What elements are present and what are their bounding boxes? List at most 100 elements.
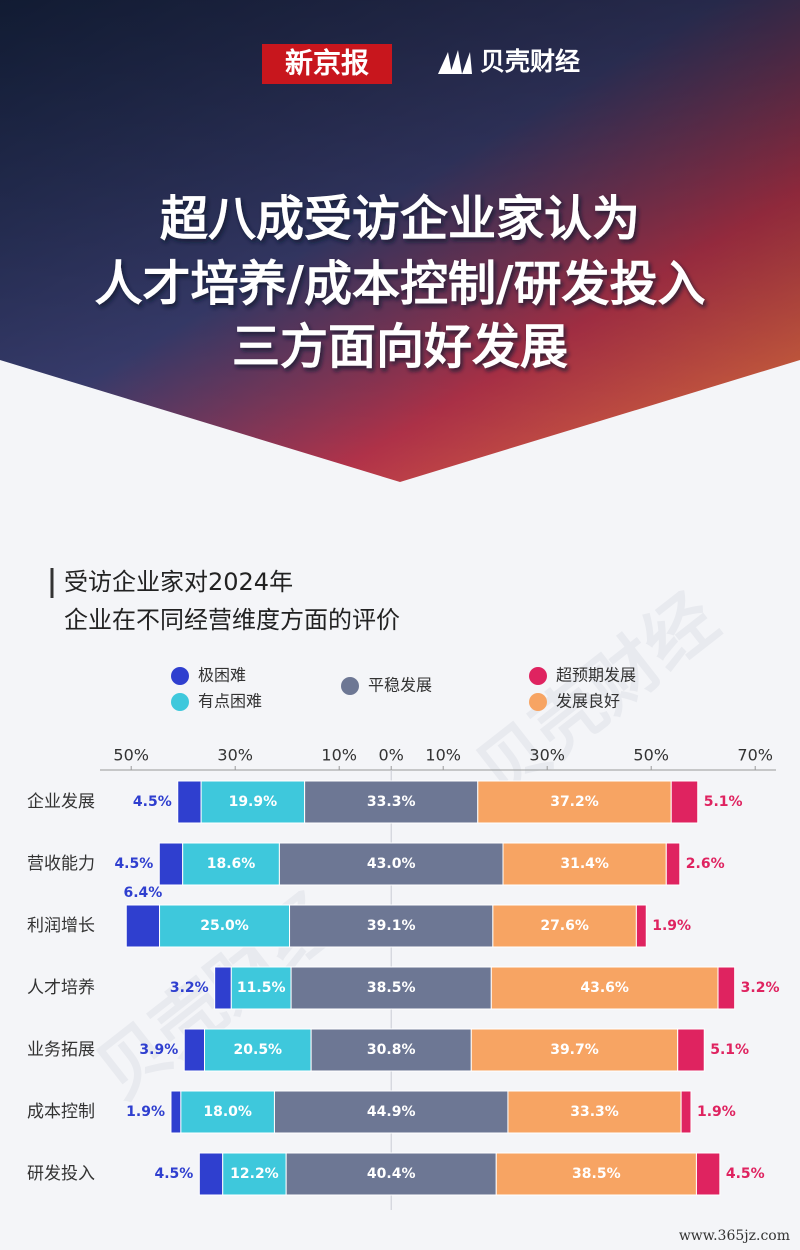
value-label: 43.0%	[367, 856, 416, 872]
bar-segment	[495, 1152, 697, 1196]
x-tick-label: 30%	[529, 746, 565, 765]
value-label: 18.0%	[203, 1104, 252, 1120]
bar-segment	[677, 1028, 705, 1072]
category-label: 成本控制	[27, 1102, 95, 1122]
bar-segment	[230, 966, 292, 1010]
bar-segment	[159, 904, 291, 948]
value-label: 11.5%	[237, 980, 286, 996]
value-label: 44.9%	[367, 1104, 416, 1120]
bar-segment	[170, 1090, 182, 1134]
bar-segment	[158, 842, 184, 886]
logo-box	[262, 44, 392, 84]
bar-segment	[717, 966, 736, 1010]
bar-segment	[200, 780, 306, 824]
bar-segment	[273, 1090, 509, 1134]
logo-icon	[438, 50, 472, 74]
chart-title: 受访企业家对2024年	[64, 568, 293, 596]
value-label: 12.2%	[230, 1166, 279, 1182]
bar-segment	[289, 904, 494, 948]
bar-segment	[183, 1028, 206, 1072]
value-label: 3.2%	[170, 980, 209, 996]
value-label: 6.4%	[123, 885, 162, 901]
header-shade	[0, 0, 800, 482]
bar-segment	[490, 966, 719, 1010]
value-label: 38.5%	[572, 1166, 621, 1182]
headline: 三方面向好发展	[232, 319, 568, 375]
bar-segment	[198, 1152, 224, 1196]
value-label: 4.5%	[154, 1166, 193, 1182]
legend-marker	[171, 667, 189, 685]
bar-segment	[670, 780, 699, 824]
value-label: 40.4%	[367, 1166, 416, 1182]
x-tick-label: 50%	[113, 746, 149, 765]
bar-segment	[635, 904, 647, 948]
legend-marker	[529, 667, 547, 685]
category-label: 人才培养	[27, 978, 95, 998]
value-label: 19.9%	[229, 794, 278, 810]
value-label: 25.0%	[200, 918, 249, 934]
value-label: 4.5%	[133, 794, 172, 810]
value-label: 33.3%	[570, 1104, 619, 1120]
value-label: 2.6%	[686, 856, 725, 872]
x-tick-label: 10%	[425, 746, 461, 765]
value-label: 30.8%	[367, 1042, 416, 1058]
value-label: 31.4%	[560, 856, 609, 872]
legend-marker	[341, 677, 359, 695]
bar-segment	[680, 1090, 692, 1134]
footer: www.365jz.com	[679, 1228, 790, 1244]
bar-segment	[290, 966, 492, 1010]
bar-segment	[470, 1028, 679, 1072]
bar-segment	[502, 842, 667, 886]
headline: 超八成受访企业家认为	[160, 191, 640, 247]
value-label: 3.9%	[139, 1042, 178, 1058]
value-label: 39.7%	[550, 1042, 599, 1058]
logo: 新京报	[285, 47, 369, 80]
legend-marker	[171, 693, 189, 711]
bar-segment	[665, 842, 681, 886]
x-tick-label: 0%	[379, 746, 404, 765]
value-label: 39.1%	[367, 918, 416, 934]
value-label: 1.9%	[126, 1104, 165, 1120]
bar-segment	[214, 966, 232, 1010]
legend-label: 平稳发展	[368, 676, 432, 695]
value-label: 3.2%	[741, 980, 780, 996]
value-label: 27.6%	[540, 918, 589, 934]
logo: 贝壳财经	[480, 47, 580, 76]
bar-segment	[204, 1028, 312, 1072]
value-label: 1.9%	[652, 918, 691, 934]
value-label: 5.1%	[710, 1042, 749, 1058]
bar-segment	[177, 780, 202, 824]
value-label: 43.6%	[580, 980, 629, 996]
bar-segment	[695, 1152, 721, 1196]
x-tick-label: 30%	[217, 746, 253, 765]
category-label: 营收能力	[27, 854, 95, 874]
bar-segment	[180, 1090, 275, 1134]
category-label: 研发投入	[27, 1164, 95, 1184]
bar-segment	[310, 1028, 472, 1072]
x-tick-label: 50%	[633, 746, 669, 765]
legend-label: 有点困难	[198, 692, 262, 711]
value-label: 18.6%	[207, 856, 256, 872]
bar-segment	[125, 904, 161, 948]
category-label: 企业发展	[27, 792, 95, 812]
legend-label: 发展良好	[556, 692, 620, 711]
bar-segment	[285, 1152, 497, 1196]
value-label: 38.5%	[367, 980, 416, 996]
bar-segment	[477, 780, 672, 824]
headline: 人才培养/成本控制/研发投入	[94, 256, 705, 312]
category-label: 利润增长	[27, 916, 95, 936]
value-label: 33.3%	[367, 794, 416, 810]
x-tick-label: 10%	[321, 746, 357, 765]
value-label: 4.5%	[726, 1166, 765, 1182]
legend-label: 超预期发展	[556, 666, 636, 685]
legend-marker	[529, 693, 547, 711]
category-label: 业务拓展	[27, 1040, 95, 1060]
value-label: 5.1%	[704, 794, 743, 810]
value-label: 37.2%	[550, 794, 599, 810]
value-label: 4.5%	[114, 856, 153, 872]
chart-title: 企业在不同经营维度方面的评价	[64, 606, 400, 634]
bar-segment	[182, 842, 280, 886]
legend-label: 极困难	[198, 666, 246, 685]
bar-segment	[278, 842, 504, 886]
